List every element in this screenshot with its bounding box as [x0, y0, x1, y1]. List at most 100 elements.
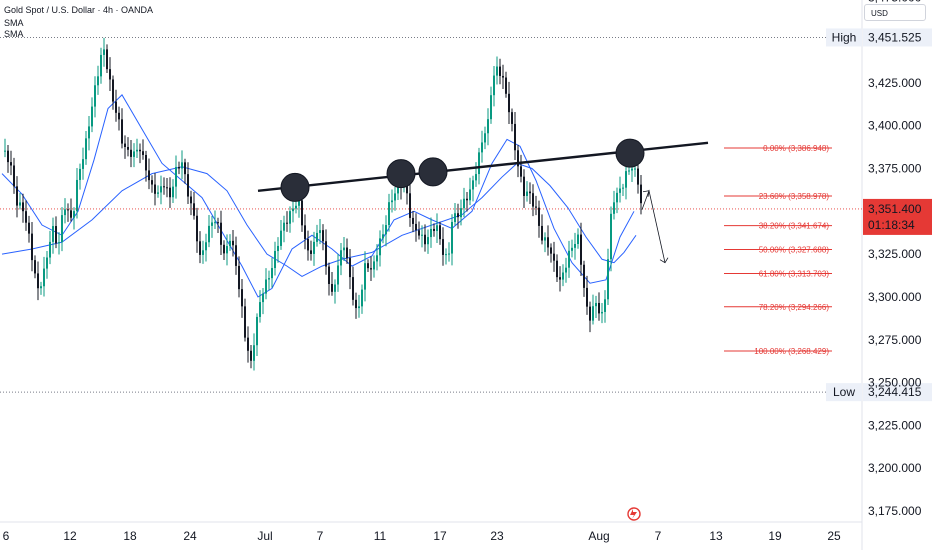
candle	[562, 264, 564, 287]
candle-body	[190, 196, 192, 204]
candle-body	[364, 263, 366, 290]
candle-body	[583, 264, 585, 288]
currency-button[interactable]: USD	[864, 4, 926, 21]
candle-body	[292, 208, 294, 212]
candle-body	[430, 228, 432, 238]
candle-body	[301, 200, 303, 226]
candle-body	[148, 170, 150, 181]
indicator-sma-1[interactable]: SMA	[4, 18, 24, 28]
candle	[340, 243, 342, 276]
candle-body	[451, 221, 453, 254]
fib-level-label: 0.00% (3,386.948)	[763, 144, 829, 153]
candle	[271, 257, 273, 288]
fib-level-label: 78.20% (3,294.266)	[759, 303, 830, 312]
candle	[361, 284, 363, 314]
candle-body	[628, 170, 630, 172]
candle	[481, 130, 483, 163]
candle	[529, 182, 531, 204]
price-axis[interactable]: 3,500.0003,475.0003,425.0003,400.0003,37…	[868, 0, 922, 518]
candle	[196, 207, 198, 253]
candle	[265, 268, 267, 300]
candle	[208, 214, 210, 248]
touch-point-marker[interactable]	[615, 138, 645, 168]
candle	[376, 244, 378, 271]
sma-fast-line	[1, 94, 635, 298]
candle-body	[409, 193, 411, 218]
candle-body	[370, 268, 372, 270]
time-axis[interactable]: 6 12 18 24 Jul 7 11 17 23 Aug 7 13 19 25	[3, 529, 841, 543]
trendline-drawing[interactable]	[257, 138, 709, 202]
indicator-sma-2[interactable]: SMA	[4, 29, 24, 39]
candle	[91, 97, 93, 133]
tradingview-logo-icon[interactable]	[627, 507, 641, 521]
candle	[67, 203, 69, 222]
candle	[472, 175, 474, 202]
candle-body	[175, 166, 177, 187]
low-value: 3,244.415	[868, 385, 922, 399]
candle	[94, 76, 96, 118]
projection-arrows[interactable]	[641, 189, 669, 264]
candle	[475, 162, 477, 187]
candle	[19, 192, 21, 210]
candle-body	[466, 198, 468, 201]
candle-body	[97, 76, 99, 86]
candle-body	[634, 168, 636, 170]
candle-body	[82, 159, 84, 169]
candle	[319, 218, 321, 245]
candle	[127, 137, 129, 157]
candle-body	[337, 265, 339, 285]
candle	[169, 177, 171, 208]
candle	[7, 145, 9, 173]
sma-slow-line	[1, 162, 637, 277]
candle-body	[136, 149, 138, 152]
fib-level-label: 100.00% (3,268.429)	[754, 347, 829, 356]
candle-body	[520, 166, 522, 177]
candle-body	[76, 179, 78, 212]
candle-body	[307, 238, 309, 251]
candle	[235, 236, 237, 275]
candle	[388, 193, 390, 232]
logo-ring[interactable]	[627, 507, 641, 521]
candle	[538, 200, 540, 238]
candle-body	[40, 286, 42, 289]
candle	[46, 251, 48, 279]
candle-body	[283, 222, 285, 231]
candle	[112, 75, 114, 110]
candle	[352, 266, 354, 306]
candle	[610, 206, 612, 272]
fibonacci-retracement[interactable]: 0.00% (3,386.948) 23.60% (3,358.978) 38.20…	[724, 144, 832, 356]
candle	[418, 221, 420, 240]
candle-body	[103, 49, 105, 55]
touch-point-marker[interactable]	[386, 159, 416, 189]
candle	[520, 154, 522, 183]
projection-path[interactable]	[641, 189, 666, 263]
candle-body	[622, 187, 624, 189]
candle-body	[268, 278, 270, 280]
candle	[598, 292, 600, 321]
candle	[256, 313, 258, 356]
candle-body	[556, 260, 558, 278]
candle-body	[433, 228, 435, 232]
candle	[109, 57, 111, 91]
candle-body	[508, 93, 510, 113]
candle	[241, 278, 243, 318]
candle	[535, 195, 537, 216]
candle-body	[610, 213, 612, 260]
time-tick-label: 18	[123, 529, 137, 543]
candle-body	[277, 245, 279, 252]
candle	[589, 301, 591, 333]
touch-point-marker[interactable]	[280, 172, 310, 202]
candle-body	[289, 211, 291, 224]
candle	[454, 203, 456, 226]
candle	[307, 230, 309, 261]
price-tick-label: 3,200.000	[868, 461, 922, 475]
candle-body	[496, 66, 498, 76]
symbol-title[interactable]: Gold Spot / U.S. Dollar · 4h · OANDA	[4, 5, 154, 15]
candle-body	[253, 345, 255, 361]
candle	[316, 224, 318, 247]
projection-arrowhead-up	[642, 190, 650, 197]
candle-body	[169, 187, 171, 198]
touch-point-marker[interactable]	[418, 157, 448, 187]
